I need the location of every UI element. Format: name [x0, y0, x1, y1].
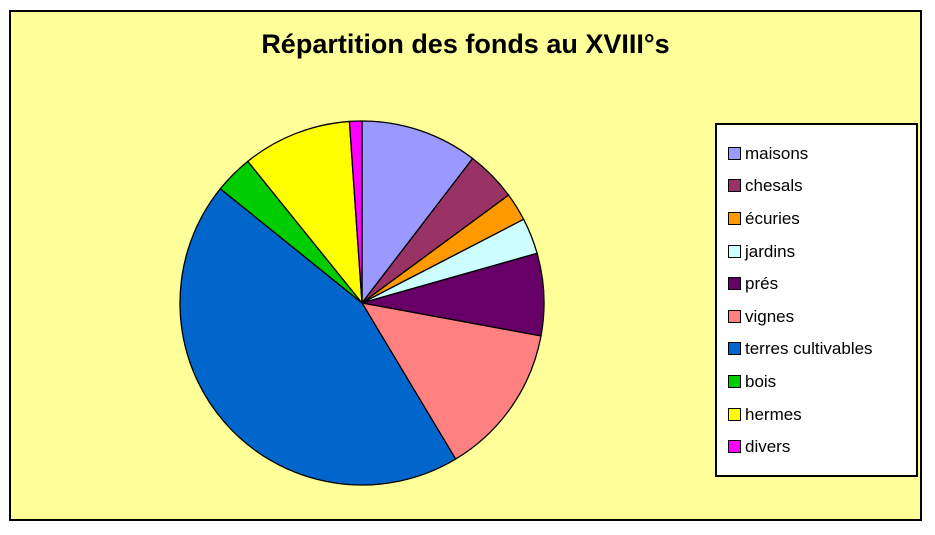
chart-area: Répartition des fonds au XVIII°s maisons…	[9, 10, 922, 521]
pie-slice-terres-cultivables	[179, 188, 457, 486]
legend-item: maisons	[728, 145, 910, 162]
legend-item: prés	[728, 275, 910, 292]
legend-item: vignes	[728, 308, 910, 325]
legend-swatch-icon	[728, 375, 741, 388]
legend-label: divers	[745, 437, 791, 457]
legend-item: écuries	[728, 210, 910, 227]
legend-swatch-icon	[728, 342, 741, 356]
legend-label: vignes	[745, 306, 795, 326]
legend: maisons chesals écuries jardins prés vignes te…	[715, 123, 918, 477]
legend-swatch-icon	[728, 179, 741, 193]
legend-label: bois	[745, 372, 777, 391]
legend-item: terres cultivables	[728, 340, 910, 357]
legend-item: divers	[728, 438, 910, 455]
legend-item: bois	[728, 373, 910, 390]
legend-label: écuries	[745, 208, 800, 228]
legend-item: hermes	[728, 406, 910, 423]
legend-label: jardins	[745, 241, 796, 261]
pie-slice-hermes	[247, 120, 363, 304]
pie-slice-maisons	[361, 120, 474, 304]
pie-slice-divers	[348, 120, 363, 304]
legend-item: chesals	[728, 177, 910, 194]
legend-item: jardins	[728, 243, 910, 260]
legend-label: terres cultivables	[745, 339, 873, 359]
legend-swatch-icon	[728, 309, 741, 323]
chart-title: Répartition des fonds au XVIII°s	[261, 29, 670, 59]
legend-swatch-icon	[728, 146, 741, 160]
legend-swatch-icon	[728, 277, 741, 291]
legend-swatch-icon	[728, 407, 741, 421]
legend-label: chesals	[745, 176, 803, 196]
pie-slice-vignes	[361, 302, 542, 460]
legend-swatch-icon	[728, 440, 741, 454]
legend-label: maisons	[745, 143, 809, 163]
legend-swatch-icon	[728, 244, 741, 258]
legend-swatch-icon	[728, 211, 741, 225]
legend-label: prés	[745, 274, 779, 294]
legend-label: hermes	[745, 404, 802, 424]
pie-chart	[179, 120, 545, 486]
